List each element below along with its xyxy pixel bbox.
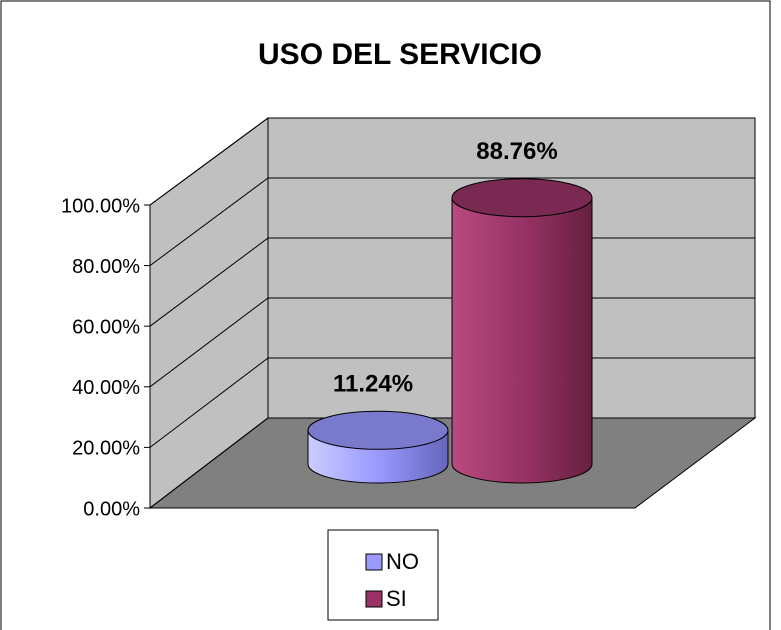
legend-label: NO [386, 549, 419, 574]
grid-line [149, 357, 269, 448]
cylinder [307, 410, 449, 484]
grid-line [149, 237, 269, 327]
cylinder-body [451, 197, 593, 484]
cylinder-top [307, 410, 449, 450]
grid-line [149, 117, 269, 206]
value-label: 88.76% [476, 138, 557, 165]
grid-line [149, 177, 269, 267]
y-tick-label: 60.00% [72, 316, 140, 338]
chart-title: USO DEL SERVICIO [258, 38, 542, 71]
grid-line [149, 297, 269, 388]
y-tick-label: 0.00% [83, 498, 140, 520]
cylinder [451, 178, 593, 484]
value-label: 11.24% [333, 371, 413, 398]
grid-line [149, 417, 269, 509]
y-tick-label: 80.00% [72, 256, 140, 278]
y-tick-label: 40.00% [72, 377, 140, 399]
y-tick-label: 100.00% [61, 195, 140, 217]
legend-swatch [365, 553, 383, 571]
y-tick-label: 20.00% [72, 438, 140, 460]
legend [327, 529, 439, 621]
legend-swatch [365, 590, 383, 608]
legend-label: SI [386, 586, 407, 611]
cylinder-top [451, 178, 593, 218]
